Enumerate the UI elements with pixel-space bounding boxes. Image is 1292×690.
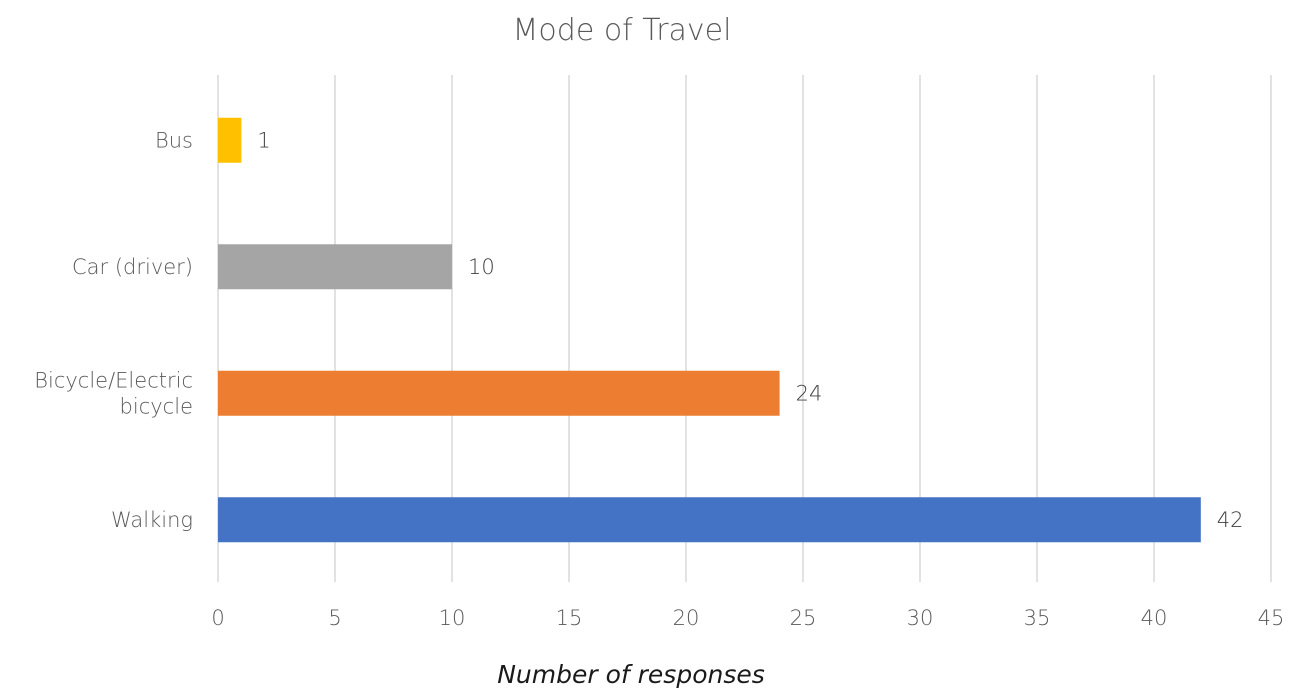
bars <box>218 117 1201 543</box>
bar-car-driver <box>218 244 452 290</box>
category-label-line: Walking <box>111 508 193 532</box>
category-label-line: bicycle <box>120 394 193 418</box>
x-tick-label: 5 <box>328 606 341 630</box>
x-tick-label: 35 <box>1024 606 1051 630</box>
x-tick-label: 20 <box>673 606 700 630</box>
x-axis-title: Number of responses <box>497 660 765 689</box>
x-tick-label: 10 <box>439 606 466 630</box>
x-tick-label: 40 <box>1141 606 1168 630</box>
category-label: Bus <box>155 128 193 152</box>
bar-bicycle-electric-bicycle <box>218 370 780 416</box>
category-label: Bicycle/Electric bicycle <box>34 368 193 418</box>
bar-walking <box>218 497 1201 543</box>
data-label: 1 <box>257 128 270 152</box>
category-label: Walking <box>111 508 193 532</box>
data-label: 10 <box>468 255 495 279</box>
category-label-line: Bus <box>155 128 193 152</box>
x-tick-label: 45 <box>1258 606 1285 630</box>
chart-title: Mode of Travel <box>513 13 732 48</box>
x-tick-label: 25 <box>790 606 817 630</box>
category-labels: Bus Car (driver) Bicycle/Electric bicycle Wa… <box>34 128 193 532</box>
category-label-line: Car (driver) <box>72 255 193 279</box>
data-label: 24 <box>796 381 823 405</box>
x-tick-label: 30 <box>907 606 934 630</box>
x-tick-label: 15 <box>556 606 583 630</box>
x-tick-label: 0 <box>211 606 224 630</box>
x-tick-labels: 0 5 10 15 20 25 30 35 40 45 <box>211 606 1284 630</box>
data-labels: 1 10 24 42 <box>257 128 1243 532</box>
category-label: Car (driver) <box>72 255 193 279</box>
gridlines <box>217 75 1272 582</box>
bar-bus <box>218 117 242 163</box>
category-label-line: Bicycle/Electric <box>34 368 193 392</box>
data-label: 42 <box>1217 508 1244 532</box>
